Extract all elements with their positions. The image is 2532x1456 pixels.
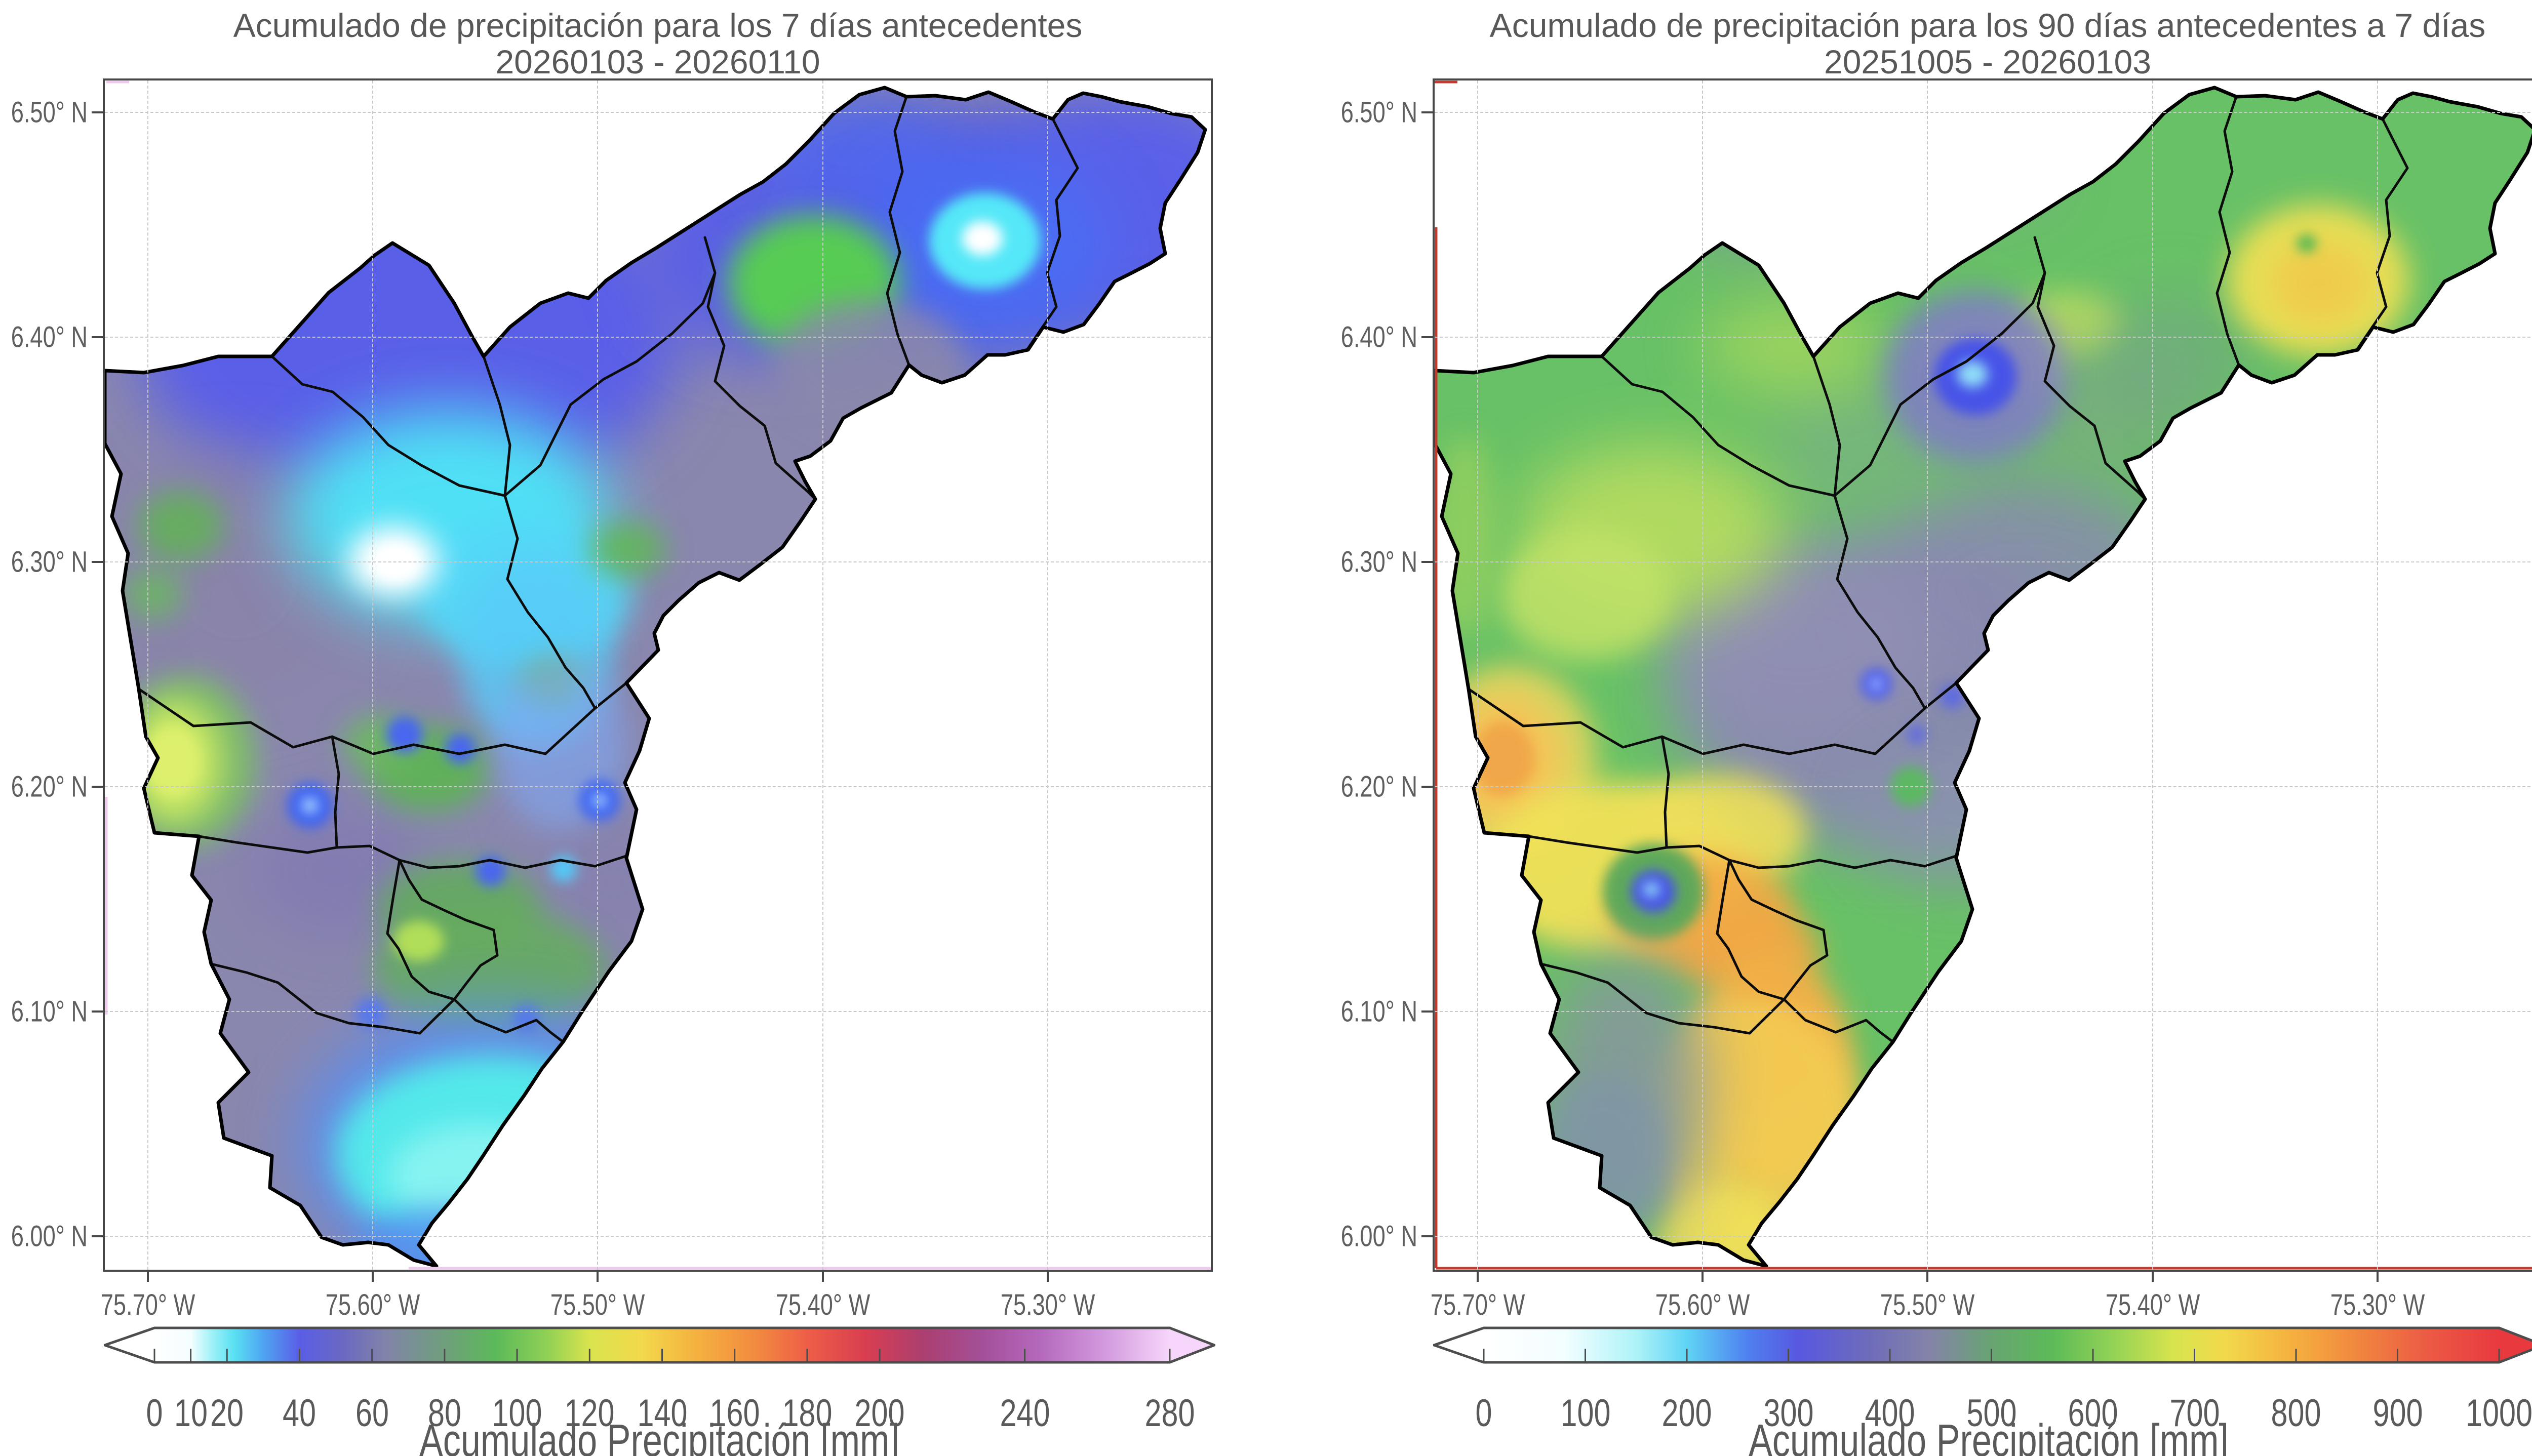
y-axis-tick-label: 6.40° N — [1340, 320, 1417, 354]
colorbar-tick-label: 100 — [1560, 1392, 1610, 1435]
colorbar-tick-label: 200 — [1661, 1392, 1712, 1435]
colorbar-tick-label: 400 — [1865, 1392, 1915, 1435]
x-axis-tick-label: 75.40° W — [2105, 1288, 2200, 1321]
map1-plot-area: 75.70° W 75.60° W 75.50° W 75.40° W 75.30° W… — [11, 78, 1213, 1321]
y-axis-tick — [92, 111, 104, 113]
x-axis-tick-label: 75.70° W — [100, 1288, 195, 1321]
x-axis-tick-label: 75.40° W — [775, 1288, 871, 1321]
map2-precipitation-map — [1435, 80, 2532, 1270]
map1-colorbar-gradient — [104, 1326, 1215, 1364]
colorbar-tick-label: 280 — [1144, 1392, 1195, 1435]
y-axis-tick-label: 6.10° N — [1340, 995, 1417, 1028]
colorbar-tick-label: 500 — [1966, 1392, 2016, 1435]
map2-colorbar: 0 100 200 300 400 500 600 700 800 900 1000 — [1433, 1326, 2532, 1435]
colorbar-tick-label: 200 — [854, 1392, 905, 1435]
map1-title-line2: 20260103 - 20260110 — [495, 43, 820, 80]
map2-precipitation-field — [1435, 88, 2532, 1266]
colorbar-tick-label: 100 — [492, 1392, 542, 1435]
y-axis-tick — [1421, 111, 1434, 113]
colorbar-tick-label: 1000 — [2466, 1392, 2532, 1435]
y-axis-tick — [1421, 336, 1434, 338]
x-axis-tick-label: 75.30° W — [1000, 1288, 1095, 1321]
map1-colorbar-tick-labels: 0 10 20 40 60 80 100 120 140 160 180 200 240 280 — [146, 1391, 1195, 1435]
map2-title-line1: Acumulado de precipitación para los 90 d… — [1489, 7, 2486, 44]
colorbar-tick-label: 10 — [174, 1392, 208, 1435]
y-axis-tick-label: 6.20° N — [1340, 770, 1417, 803]
y-axis-tick-label: 6.50° N — [1340, 96, 1417, 129]
map1-extent-frame — [105, 80, 1211, 1270]
x-axis-tick — [146, 1270, 149, 1282]
y-axis-tick-label: 6.50° N — [11, 96, 88, 129]
y-axis-tick — [92, 560, 104, 563]
colorbar-tick-label: 60 — [355, 1392, 389, 1435]
y-axis-tick-label: 6.00° N — [11, 1220, 88, 1253]
colorbar-tick-label: 140 — [637, 1392, 687, 1435]
colorbar-tick-label: 0 — [1475, 1392, 1492, 1435]
colorbar-tick-label: 0 — [146, 1392, 163, 1435]
colorbar-tick-label: 160 — [709, 1392, 760, 1435]
x-axis-tick-label: 75.60° W — [1655, 1288, 1750, 1321]
y-axis-tick-label: 6.30° N — [11, 545, 88, 579]
colorbar-tick-label: 120 — [564, 1392, 615, 1435]
map2-title: Acumulado de precipitación para los 90 d… — [1435, 7, 2532, 80]
y-axis-tick — [1421, 785, 1434, 788]
y-axis-tick — [92, 1235, 104, 1237]
y-axis-tick — [92, 785, 104, 788]
colorbar-tick-label: 700 — [2169, 1392, 2220, 1435]
x-axis-tick — [821, 1270, 824, 1282]
colorbar-tick-label: 900 — [2372, 1392, 2423, 1435]
colorbar-tick-label: 20 — [210, 1392, 244, 1435]
y-axis-tick-label: 6.10° N — [11, 995, 88, 1028]
colorbar-tick-label: 600 — [2068, 1392, 2118, 1435]
map1-colorbar-label: Acumulado Precipitación [mm] — [419, 1415, 900, 1456]
y-axis-tick-label: 6.20° N — [11, 770, 88, 803]
y-axis-tick-label: 6.00° N — [1340, 1220, 1417, 1253]
x-axis-tick — [1926, 1270, 1929, 1282]
colorbar-tick-label: 800 — [2271, 1392, 2321, 1435]
colorbar-tick-label: 180 — [782, 1392, 833, 1435]
x-axis-tick-label: 75.50° W — [1880, 1288, 1975, 1321]
x-axis-tick — [2151, 1270, 2154, 1282]
y-axis-tick — [1421, 1010, 1434, 1013]
x-axis-tick — [597, 1270, 599, 1282]
map1-title-line1: Acumulado de precipitación para los 7 dí… — [233, 7, 1083, 44]
map2-title-line2: 20251005 - 20260103 — [1824, 43, 2151, 80]
x-axis-tick — [371, 1270, 374, 1282]
map2-colorbar-gradient — [1433, 1326, 2532, 1364]
x-axis-tick-label: 75.60° W — [325, 1288, 420, 1321]
map2-plot-area: 75.70° W 75.60° W 75.50° W 75.40° W 75.30° W… — [1341, 78, 2532, 1321]
y-axis-tick — [1421, 1235, 1434, 1237]
map1-precipitation-field — [105, 88, 1205, 1266]
map2-extent-frame — [1435, 80, 2532, 1270]
y-axis-tick-label: 6.30° N — [1340, 545, 1417, 579]
y-axis-tick-label: 6.40° N — [11, 320, 88, 354]
colorbar-tick-label: 240 — [1000, 1392, 1050, 1435]
x-axis-tick — [1476, 1270, 1479, 1282]
y-axis-tick — [92, 336, 104, 338]
colorbar-tick-label: 80 — [427, 1392, 461, 1435]
x-axis-tick-label: 75.50° W — [550, 1288, 645, 1321]
x-axis-tick-label: 75.70° W — [1430, 1288, 1525, 1321]
x-axis-tick — [1701, 1270, 1704, 1282]
x-axis-tick — [1047, 1270, 1049, 1282]
y-axis-tick — [92, 1010, 104, 1013]
x-axis-tick-label: 75.30° W — [2330, 1288, 2425, 1321]
map2-colorbar-tick-labels: 0 100 200 300 400 500 600 700 800 900 1000 — [1476, 1391, 2532, 1435]
colorbar-tick-label: 40 — [283, 1392, 316, 1435]
map1-precipitation-map — [105, 80, 1211, 1270]
map1-colorbar: 0 10 20 40 60 80 100 120 140 160 180 200 240 280 — [104, 1326, 1215, 1435]
map1-title: Acumulado de precipitación para los 7 dí… — [105, 7, 1211, 80]
map2-colorbar-label: Acumulado Precipitación [mm] — [1748, 1415, 2229, 1456]
y-axis-tick — [1421, 560, 1434, 563]
x-axis-tick — [2377, 1270, 2379, 1282]
colorbar-tick-label: 300 — [1763, 1392, 1813, 1435]
